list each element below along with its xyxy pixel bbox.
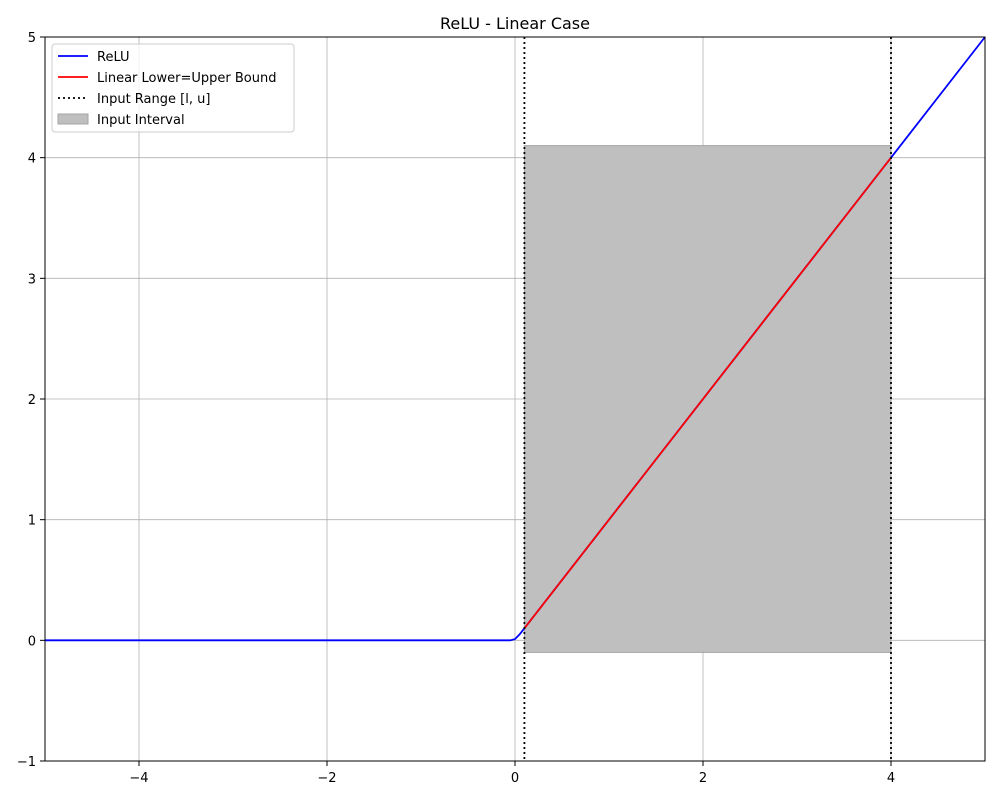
axes: −4 −2 0 2 4 −1 0 1 2 3 4 5 <box>17 31 895 786</box>
y-tick-label: 3 <box>28 272 36 287</box>
x-tick-label: 2 <box>699 771 707 786</box>
legend-label-relu: ReLU <box>97 50 130 65</box>
legend-box <box>51 43 295 133</box>
y-tick-label: 4 <box>28 152 36 167</box>
chart-title: ReLU - Linear Case <box>440 14 590 33</box>
plot-area <box>44 36 986 762</box>
series-layer <box>45 36 986 761</box>
x-tick-label: 0 <box>511 771 519 786</box>
y-tick-label: 1 <box>28 514 36 529</box>
legend-label-linear-bound: Linear Lower=Upper Bound <box>97 71 276 86</box>
x-tick-label: −4 <box>129 771 148 786</box>
x-tick-label: −2 <box>317 771 336 786</box>
y-tick-label: −1 <box>17 755 36 770</box>
legend-label-input-range: Input Range [l, u] <box>97 92 210 107</box>
legend-label-input-interval: Input Interval <box>97 113 185 128</box>
input-interval-region <box>523 145 892 653</box>
linear-bound-line <box>523 157 892 629</box>
legend-handle-input-interval <box>57 113 89 125</box>
x-tick-label: 4 <box>887 771 895 786</box>
y-tick-label: 2 <box>28 393 36 408</box>
input-interval-layer <box>523 145 892 653</box>
legend: ReLU Linear Lower=Upper Bound Input Rang… <box>51 43 295 133</box>
y-tick-label: 0 <box>28 634 36 649</box>
y-tick-label: 5 <box>28 31 36 46</box>
